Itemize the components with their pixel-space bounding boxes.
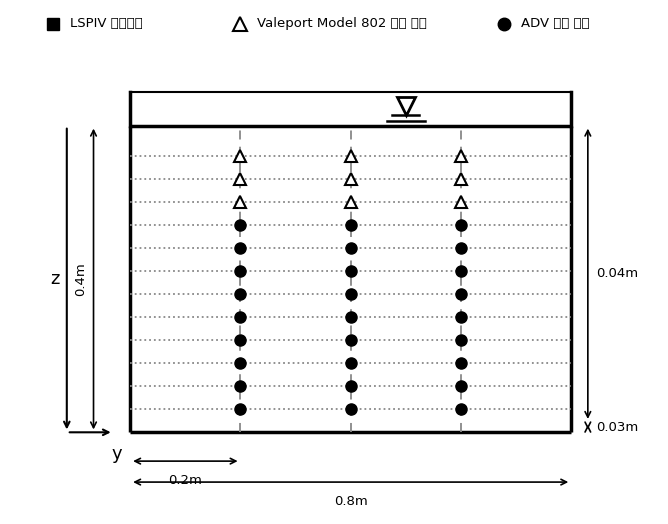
Text: Valeport Model 802 측정 지점: Valeport Model 802 측정 지점 — [257, 17, 427, 30]
Text: z: z — [50, 270, 59, 288]
Text: 0.04m: 0.04m — [597, 267, 639, 280]
Text: LSPIV 측정지점: LSPIV 측정지점 — [70, 17, 143, 30]
Text: 0.03m: 0.03m — [597, 421, 639, 433]
Text: y: y — [112, 445, 122, 463]
Text: 0.8m: 0.8m — [334, 495, 367, 508]
Text: 0.2m: 0.2m — [168, 474, 202, 487]
Text: 0.4m: 0.4m — [74, 262, 87, 296]
Text: ADV 측정 지점: ADV 측정 지점 — [521, 17, 590, 30]
